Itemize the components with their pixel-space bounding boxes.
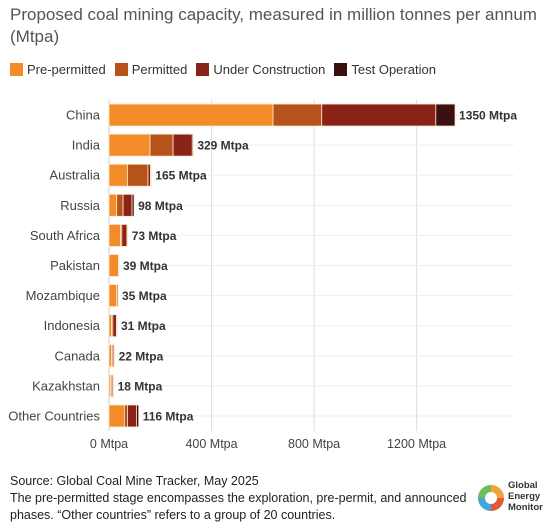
legend-item-test-operation: Test Operation [334,62,436,77]
legend-item-permitted: Permitted [114,61,188,77]
legend-label-under-construction: Under Construction [213,61,326,77]
bar-pre-permitted-other-countries [108,404,125,428]
total-label-mozambique: 35 Mtpa [122,289,167,303]
total-label-russia: 98 Mtpa [138,199,183,213]
category-label-south-africa: South Africa [30,228,101,243]
bar-permitted-australia [127,163,149,187]
total-label-canada: 22 Mtpa [119,349,164,363]
global-energy-monitor-logo: Global Energy Monitor [476,478,548,518]
total-label-south-africa: 73 Mtpa [132,229,177,243]
bar-test-operation-china [435,103,456,127]
bar-pre-permitted-russia [108,193,118,217]
legend: Pre-permitted Permitted Under Constructi… [10,59,445,79]
total-label-china: 1350 Mtpa [459,109,517,123]
bar-under-construction-russia [122,193,133,217]
bar-under-construction-south-africa [121,224,128,247]
footer: Source: Global Coal Mine Tracker, May 20… [10,473,480,524]
logo-line-2: Energy [508,491,541,502]
total-label-india: 329 Mtpa [197,139,249,153]
bar-permitted-other-countries [123,404,128,428]
total-label-indonesia: 31 Mtpa [121,319,166,333]
bar-pre-permitted-pakistan [108,254,119,277]
bar-pre-permitted-australia [108,163,128,187]
category-label-india: India [72,138,101,153]
logo-line-1: Global [508,480,538,491]
bar-permitted-mozambique [116,284,119,307]
bar-test-operation-kazakhstan [112,374,115,398]
bar-permitted-pakistan [118,254,120,277]
legend-label-test-operation: Test Operation [351,61,436,77]
bar-test-operation-australia [150,163,152,187]
bar-test-operation-south-africa [126,224,129,247]
bar-permitted-china [272,103,323,127]
legend-item-pre-permitted: Pre-permitted [10,62,106,77]
footnote: The pre-permitted stage encompasses the … [10,491,467,522]
x-tick-label: 800 Mtpa [288,437,340,451]
category-label-mozambique: Mozambique [26,288,100,303]
bar-under-construction-indonesia [112,314,117,338]
bar-test-operation-india [191,133,194,157]
legend-swatch-under-construction [196,62,210,76]
total-label-other-countries: 116 Mtpa [143,409,194,423]
legend-swatch-pre-permitted [10,62,23,76]
bar-test-operation-indonesia [116,314,118,338]
legend-label-permitted: Permitted [131,61,188,77]
x-tick-label: 1200 Mtpa [387,437,446,451]
source-note: Source: Global Coal Mine Tracker, May 20… [10,474,259,488]
logo-line-3: Monitor [508,502,543,513]
bar-test-operation-other-countries [136,404,140,428]
legend-label-pre-permitted: Pre-permitted [27,61,106,77]
x-tick-label: 0 Mtpa [90,437,128,451]
bar-pre-permitted-china [108,103,274,127]
bar-pre-permitted-india [108,133,151,157]
category-label-australia: Australia [49,168,100,183]
bar-pre-permitted-mozambique [108,284,118,307]
bar-permitted-india [149,133,174,157]
category-label-other-countries: Other Countries [8,408,100,423]
bar-under-construction-india [172,133,193,157]
bar-chart: 0 Mtpa 400 Mtpa 800 Mtpa 1200 Mtpa China 1350… [8,100,517,451]
bar-test-operation-russia [131,193,135,217]
legend-swatch-permitted [114,62,128,76]
category-label-indonesia: Indonesia [44,318,101,333]
bar-permitted-russia [116,193,124,217]
category-label-china: China [66,108,101,123]
bar-pre-permitted-south-africa [108,224,121,247]
x-tick-label: 400 Mtpa [185,437,237,451]
category-label-russia: Russia [60,198,101,213]
bar-test-operation-canada [113,344,116,368]
logo-text: Global Energy Monitor [508,480,543,513]
total-label-pakistan: 39 Mtpa [123,259,168,273]
bar-under-construction-other-countries [127,404,137,428]
bar-under-construction-china [321,103,437,127]
category-label-canada: Canada [54,348,100,363]
chart-title: Proposed coal mining capacity, measured … [10,5,537,46]
legend-swatch-test-operation [334,62,348,76]
globe-logo-icon [477,484,505,512]
legend-item-under-construction: Under Construction [196,62,325,77]
category-label-kazakhstan: Kazakhstan [32,378,100,393]
total-label-kazakhstan: 18 Mtpa [118,379,163,393]
category-label-pakistan: Pakistan [50,258,100,273]
total-label-australia: 165 Mtpa [155,169,207,183]
